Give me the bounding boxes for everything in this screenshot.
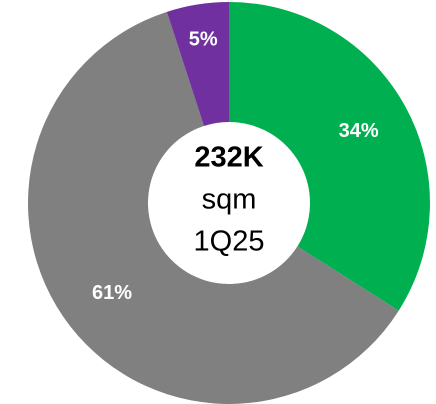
donut-segment: [166, 2, 229, 126]
segment-label: 5%: [189, 28, 218, 50]
segment-label: 34%: [339, 120, 379, 142]
segment-label: 61%: [92, 282, 132, 304]
donut-segment: [229, 2, 430, 311]
donut-segment: [27, 11, 399, 404]
center-value: 232K: [194, 142, 263, 174]
center-text: sqm: [202, 184, 257, 216]
center-text: 1Q25: [194, 226, 265, 258]
